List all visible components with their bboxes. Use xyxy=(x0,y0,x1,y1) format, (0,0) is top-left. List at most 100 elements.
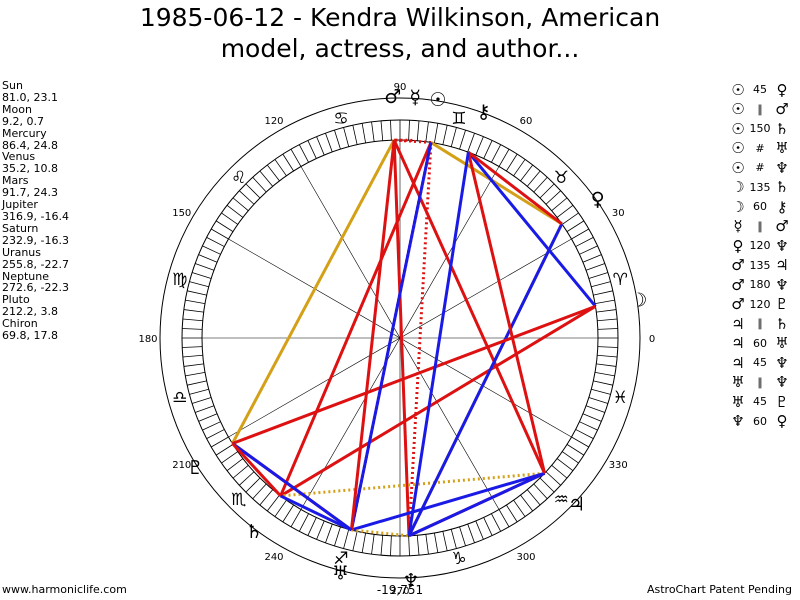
degree-tick xyxy=(591,388,611,395)
degree-tick xyxy=(526,489,541,506)
uranus-icon: ♅ xyxy=(775,139,789,158)
aspect-row: ♂ 120 ♇ xyxy=(728,295,798,315)
aspect-row: ♃ ∥ ♄ xyxy=(728,314,798,334)
degree-tick xyxy=(425,534,429,555)
degree-tick xyxy=(450,529,457,549)
aspect-line xyxy=(349,142,433,531)
degree-tick xyxy=(596,309,617,313)
degree-tick xyxy=(520,494,534,512)
degree-tick xyxy=(585,405,605,413)
zodiac-leo-icon: ♌ xyxy=(231,168,246,188)
degree-label: 30 xyxy=(612,208,625,219)
degree-tick xyxy=(221,451,239,464)
degree-tick xyxy=(325,523,333,543)
planet-name: Venus xyxy=(2,150,36,164)
aspect-label: 45 xyxy=(753,83,767,97)
degree-tick xyxy=(582,413,602,422)
degree-tick xyxy=(274,499,287,517)
aspect-lines xyxy=(231,138,597,538)
aspect-label: ∥ xyxy=(757,102,763,116)
jupiter-icon: ♃ xyxy=(568,493,585,515)
aspect-line xyxy=(231,442,282,497)
degree-tick xyxy=(232,464,249,479)
degree-label: 60 xyxy=(520,116,533,127)
degree-tick xyxy=(416,120,420,141)
degree-ticks xyxy=(182,120,618,556)
degree-tick xyxy=(352,531,358,551)
moon-icon: ☽ xyxy=(630,289,647,311)
zodiac-sagittarius-icon: ♐ xyxy=(333,549,348,569)
degree-tick xyxy=(195,263,215,271)
degree-tick xyxy=(551,197,568,212)
degree-tick xyxy=(361,123,367,144)
planet-position-list: Sun 81.0, 23.1 Moon 9.2, 0.7 Mercury 86.4, 24… xyxy=(2,80,69,342)
degree-tick xyxy=(202,245,221,255)
degree-tick xyxy=(252,483,267,499)
degree-tick xyxy=(491,144,502,163)
uranus-icon: ♅ xyxy=(775,334,789,353)
degree-tick xyxy=(498,509,510,527)
mercury-icon: ☿ xyxy=(409,86,421,108)
degree-tick xyxy=(561,451,579,464)
footer-site-link[interactable]: www.harmoniclife.com xyxy=(2,583,127,596)
aspect-label: 45 xyxy=(753,356,767,370)
degree-tick xyxy=(259,489,274,506)
degree-tick xyxy=(597,346,618,348)
degree-tick xyxy=(282,153,294,172)
planet-position: 212.2, 3.8 xyxy=(2,305,58,319)
moon-icon: ☽ xyxy=(731,197,745,216)
degree-tick xyxy=(191,272,212,279)
degree-tick xyxy=(266,164,280,182)
saturn-icon: ♄ xyxy=(246,521,263,543)
degree-tick xyxy=(459,526,466,547)
degree-tick xyxy=(307,140,317,159)
degree-tick xyxy=(239,190,255,205)
aspect-line xyxy=(467,150,563,226)
degree-tick xyxy=(183,363,204,367)
planet-name: Chiron xyxy=(2,317,38,331)
degree-tick xyxy=(245,183,261,199)
degree-tick xyxy=(221,212,239,225)
aspect-line xyxy=(279,305,597,498)
aspect-label: 135 xyxy=(749,258,771,272)
aspect-row: ♀ 120 ♆ xyxy=(728,236,798,256)
planet-name: Mercury xyxy=(2,126,47,140)
mars-icon: ♂ xyxy=(731,275,745,294)
sun-icon: ☉ xyxy=(731,119,745,138)
aspect-line xyxy=(231,304,596,445)
sun-icon: ☉ xyxy=(731,80,745,99)
degree-tick xyxy=(597,354,618,358)
moon-icon: ☽ xyxy=(731,178,745,197)
planet-position: 69.8, 17.8 xyxy=(2,329,58,343)
zodiac-gemini-icon: ♊ xyxy=(451,109,466,129)
degree-tick xyxy=(307,517,317,536)
degree-label: 240 xyxy=(264,552,283,563)
aspect-label: 180 xyxy=(749,278,771,292)
degree-tick xyxy=(566,444,585,456)
degree-tick xyxy=(533,483,548,499)
planet-name: Jupiter xyxy=(2,198,38,212)
aspect-line xyxy=(407,223,564,537)
aspect-row: ☉ ∥ ♂ xyxy=(728,100,798,120)
degree-tick xyxy=(343,529,350,549)
aspect-line xyxy=(351,471,545,532)
aspect-label: ∥ xyxy=(757,317,763,331)
degree-tick xyxy=(182,328,203,330)
degree-tick xyxy=(585,263,605,271)
saturn-icon: ♄ xyxy=(775,314,789,333)
aspect-line xyxy=(407,142,433,536)
degree-tick xyxy=(183,309,204,313)
degree-tick xyxy=(467,133,475,153)
aspect-list: ☉ 45 ♀ ☉ ∥ ♂ ☉ 150 ♄ ☉ # ♅ ☉ # ♆ ☽ 135 ♄ ☽ 60 ⚷ ☿ ∥ ♂ ♀ 120 ♆ ♂ 135 ♃… xyxy=(728,80,798,431)
aspect-row: ♆ 60 ♀ xyxy=(728,412,798,432)
degree-label: 0 xyxy=(649,334,655,345)
sun-icon: ☉ xyxy=(731,139,745,158)
degree-tick xyxy=(226,204,244,218)
saturn-icon: ♄ xyxy=(775,178,789,197)
degree-tick xyxy=(408,535,410,556)
degree-tick xyxy=(433,532,439,553)
pluto-icon: ♇ xyxy=(775,295,789,314)
degree-tick xyxy=(539,477,555,493)
aspect-row: ♂ 135 ♃ xyxy=(728,256,798,276)
degree-tick xyxy=(498,149,510,167)
